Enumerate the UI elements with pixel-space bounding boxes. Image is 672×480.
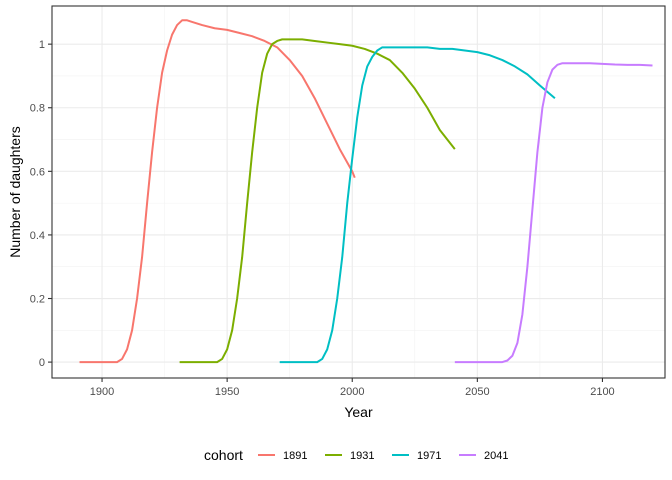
x-axis: 1900 1950 2000 2050 2100: [90, 378, 615, 398]
series-line-2041: [454, 62, 653, 364]
y-tick-label: 0.8: [30, 103, 45, 115]
x-axis-title: Year: [344, 404, 373, 420]
x-tick-label: 2050: [465, 386, 489, 398]
y-tick-label: 0.6: [30, 166, 45, 178]
y-axis: 0 0.2 0.4 0.6 0.8 1: [30, 39, 52, 369]
minor-gridlines: [52, 6, 665, 378]
y-tick-label: 1: [39, 39, 45, 51]
x-tick-label: 1900: [90, 386, 114, 398]
legend: cohort 1891 1931 1971 2041: [204, 447, 508, 463]
major-gridlines: [52, 6, 665, 378]
legend-label-2041: 2041: [484, 450, 508, 462]
legend-label-1931: 1931: [350, 450, 374, 462]
x-tick-label: 2000: [340, 386, 364, 398]
y-tick-label: 0.4: [30, 230, 45, 242]
plot-panel: [52, 6, 665, 378]
y-tick-label: 0: [39, 357, 45, 369]
series-lines: [79, 19, 653, 364]
y-tick-label: 0.2: [30, 294, 45, 306]
legend-label-1891: 1891: [283, 450, 307, 462]
series-line-1931: [179, 38, 456, 364]
y-axis-title: Number of daughters: [7, 126, 23, 258]
x-tick-label: 1950: [215, 386, 239, 398]
legend-title: cohort: [204, 447, 243, 463]
series-line-1891: [79, 19, 356, 364]
plot-border: [51, 5, 666, 379]
x-tick-label: 2100: [590, 386, 614, 398]
series-line-1971: [279, 46, 556, 364]
legend-label-1971: 1971: [417, 450, 441, 462]
